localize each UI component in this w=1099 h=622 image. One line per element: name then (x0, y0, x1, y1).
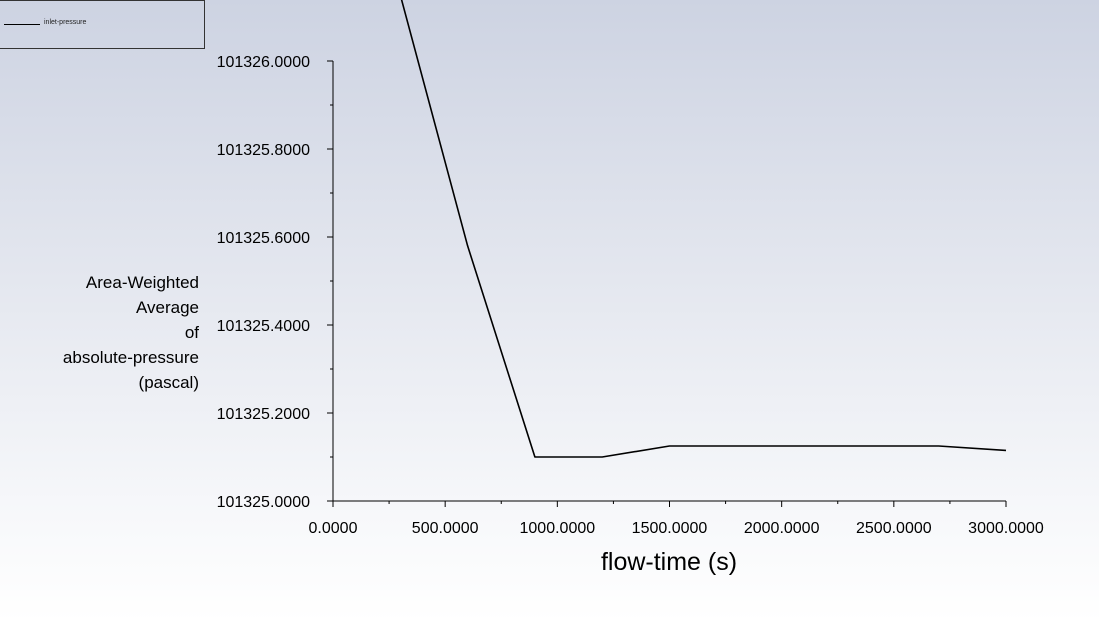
y-tick-label: 101325.4000 (217, 318, 311, 335)
legend: inlet-pressure (0, 0, 205, 49)
y-axis-tick-labels: 101325.0000 101325.2000 101325.4000 101325.… (217, 54, 311, 511)
x-tick-label: 1500.0000 (632, 520, 708, 537)
y-axis-ticks (327, 60, 333, 502)
y-axis-label-line: (pascal) (138, 373, 199, 392)
x-tick-label: 500.0000 (412, 520, 479, 537)
y-axis-label-line: absolute-pressure (62, 348, 199, 367)
x-tick-label: 1000.0000 (520, 520, 596, 537)
y-axis-label-line: Average (135, 298, 199, 317)
y-axis-label-line: Area-Weighted (85, 273, 199, 292)
series-group (400, 0, 1007, 458)
y-tick-label: 101325.6000 (217, 230, 311, 247)
x-tick-label: 0.0000 (309, 520, 358, 537)
x-axis-tick-labels: 0.0000 500.0000 1000.0000 1500.0000 2000.000… (309, 520, 1044, 537)
y-axis-label: Area-Weighted Average of absolute-pressu… (63, 270, 199, 395)
y-tick-label: 101325.2000 (217, 406, 311, 423)
x-tick-label: 3000.0000 (968, 520, 1044, 537)
legend-swatch (4, 24, 40, 25)
x-tick-label: 2500.0000 (856, 520, 932, 537)
x-axis-label: flow-time (s) (600, 548, 738, 576)
series-line-inlet-pressure (400, 0, 1007, 458)
y-tick-label: 101326.0000 (217, 54, 311, 71)
y-tick-label: 101325.0000 (217, 494, 311, 511)
x-tick-label: 2000.0000 (744, 520, 820, 537)
legend-label: inlet-pressure (44, 19, 87, 26)
x-axis-ticks (332, 501, 1007, 507)
y-tick-label: 101325.8000 (217, 142, 311, 159)
y-axis-label-line: of (184, 323, 199, 342)
